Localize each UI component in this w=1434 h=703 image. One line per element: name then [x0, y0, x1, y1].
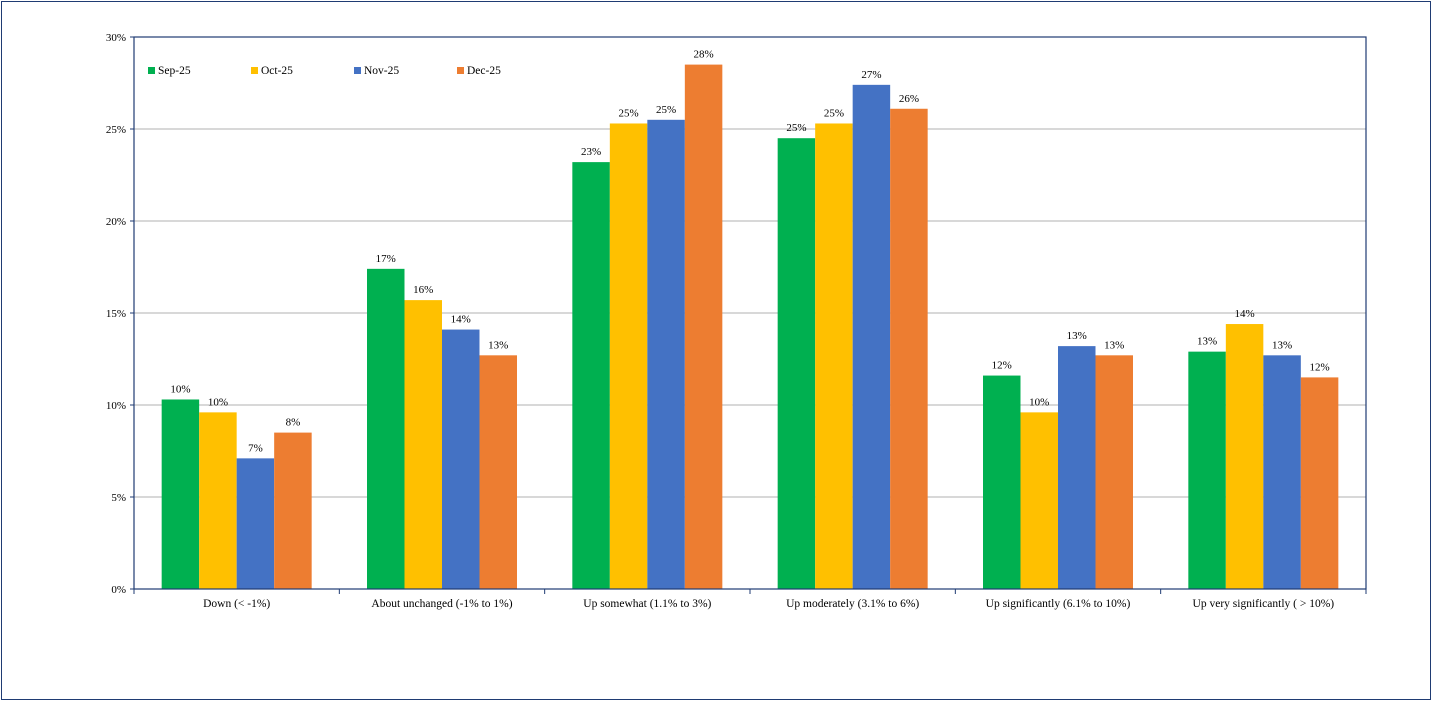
data-label: 8% [286, 417, 301, 429]
legend-swatch-sep-25 [148, 67, 155, 74]
x-category-label: Down (< -1%) [203, 598, 270, 610]
plot-area-border [133, 36, 1367, 590]
legend-label-sep-25: Sep-25 [158, 65, 191, 77]
bar-nov-25 [852, 84, 891, 589]
legend: Sep-25 Oct-25 Nov-25 Dec-25 [148, 65, 501, 77]
data-label: 14% [1234, 308, 1254, 320]
data-label: 10% [1029, 396, 1049, 408]
data-label: 12% [1309, 361, 1329, 373]
data-label: 13% [488, 339, 508, 351]
bar-sep-25 [572, 162, 610, 589]
bar-oct-25 [199, 412, 237, 589]
bar-nov-25 [236, 458, 275, 589]
bar-dec-25 [479, 355, 517, 589]
gridlines [134, 128, 1366, 498]
bar-sep-25 [983, 375, 1021, 589]
legend-swatch-dec-25 [457, 67, 464, 74]
data-label: 13% [1272, 339, 1292, 351]
data-label: 10% [208, 396, 228, 408]
y-tick-label: 25% [106, 124, 126, 136]
data-label: 26% [899, 93, 919, 105]
data-label: 25% [786, 122, 806, 134]
bar-nov-25 [1058, 346, 1096, 589]
bar-sep-25 [1188, 351, 1226, 589]
data-label: 25% [656, 104, 676, 116]
x-category-label: Up significantly (6.1% to 10%) [986, 598, 1131, 610]
bar-nov-25 [442, 329, 480, 589]
data-label: 13% [1104, 339, 1124, 351]
bars [161, 64, 1339, 590]
bar-sep-25 [367, 268, 405, 589]
bar-nov-25 [647, 119, 685, 590]
data-label: 13% [1197, 336, 1217, 348]
data-label: 14% [451, 314, 471, 326]
data-label: 25% [824, 107, 844, 119]
x-category-label: About unchanged (-1% to 1%) [371, 598, 512, 610]
y-tick-label: 20% [106, 216, 126, 228]
data-label: 12% [992, 360, 1012, 372]
legend-label-nov-25: Nov-25 [364, 65, 399, 77]
data-label: 27% [861, 69, 881, 81]
y-tick-label: 30% [106, 32, 126, 44]
y-axis-ticks: 0% 5% 10% 15% 20% 25% 30% [106, 32, 134, 596]
bar-oct-25 [609, 123, 648, 589]
bar-dec-25 [1300, 377, 1339, 589]
data-label: 7% [248, 442, 263, 454]
data-label: 28% [693, 49, 713, 61]
data-label: 25% [618, 107, 638, 119]
data-label: 13% [1067, 330, 1087, 342]
legend-swatch-nov-25 [354, 67, 361, 74]
legend-swatch-oct-25 [251, 67, 258, 74]
y-tick-label: 0% [111, 584, 126, 596]
bar-oct-25 [404, 300, 442, 589]
data-label: 16% [413, 284, 433, 296]
bar-oct-25 [815, 123, 853, 589]
legend-label-oct-25: Oct-25 [261, 65, 293, 77]
y-tick-label: 5% [111, 492, 126, 504]
x-category-label: Up somewhat (1.1% to 3%) [583, 598, 711, 610]
y-tick-label: 15% [106, 308, 126, 320]
bar-oct-25 [1020, 412, 1058, 589]
legend-label-dec-25: Dec-25 [467, 65, 501, 77]
data-label: 10% [170, 383, 190, 395]
data-label: 23% [581, 146, 601, 158]
bar-dec-25 [1095, 355, 1133, 589]
bar-sep-25 [777, 138, 816, 589]
data-labels: 10% 10% 7% 8% 17% 16% 14% 13% 23% 25% 25% 28% 25% 25%… [170, 49, 1329, 455]
bar-dec-25 [684, 64, 723, 590]
bar-sep-25 [161, 399, 200, 589]
x-axis-categories: Down (< -1%) About unchanged (-1% to 1%) U… [133, 589, 1367, 610]
bar-dec-25 [890, 108, 928, 589]
bar-oct-25 [1225, 324, 1264, 589]
x-category-label: Up moderately (3.1% to 6%) [786, 598, 919, 610]
bar-dec-25 [274, 432, 312, 589]
bar-nov-25 [1263, 355, 1301, 589]
data-label: 17% [376, 253, 396, 265]
x-category-label: Up very significantly ( > 10%) [1193, 598, 1335, 610]
y-tick-label: 10% [106, 400, 126, 412]
